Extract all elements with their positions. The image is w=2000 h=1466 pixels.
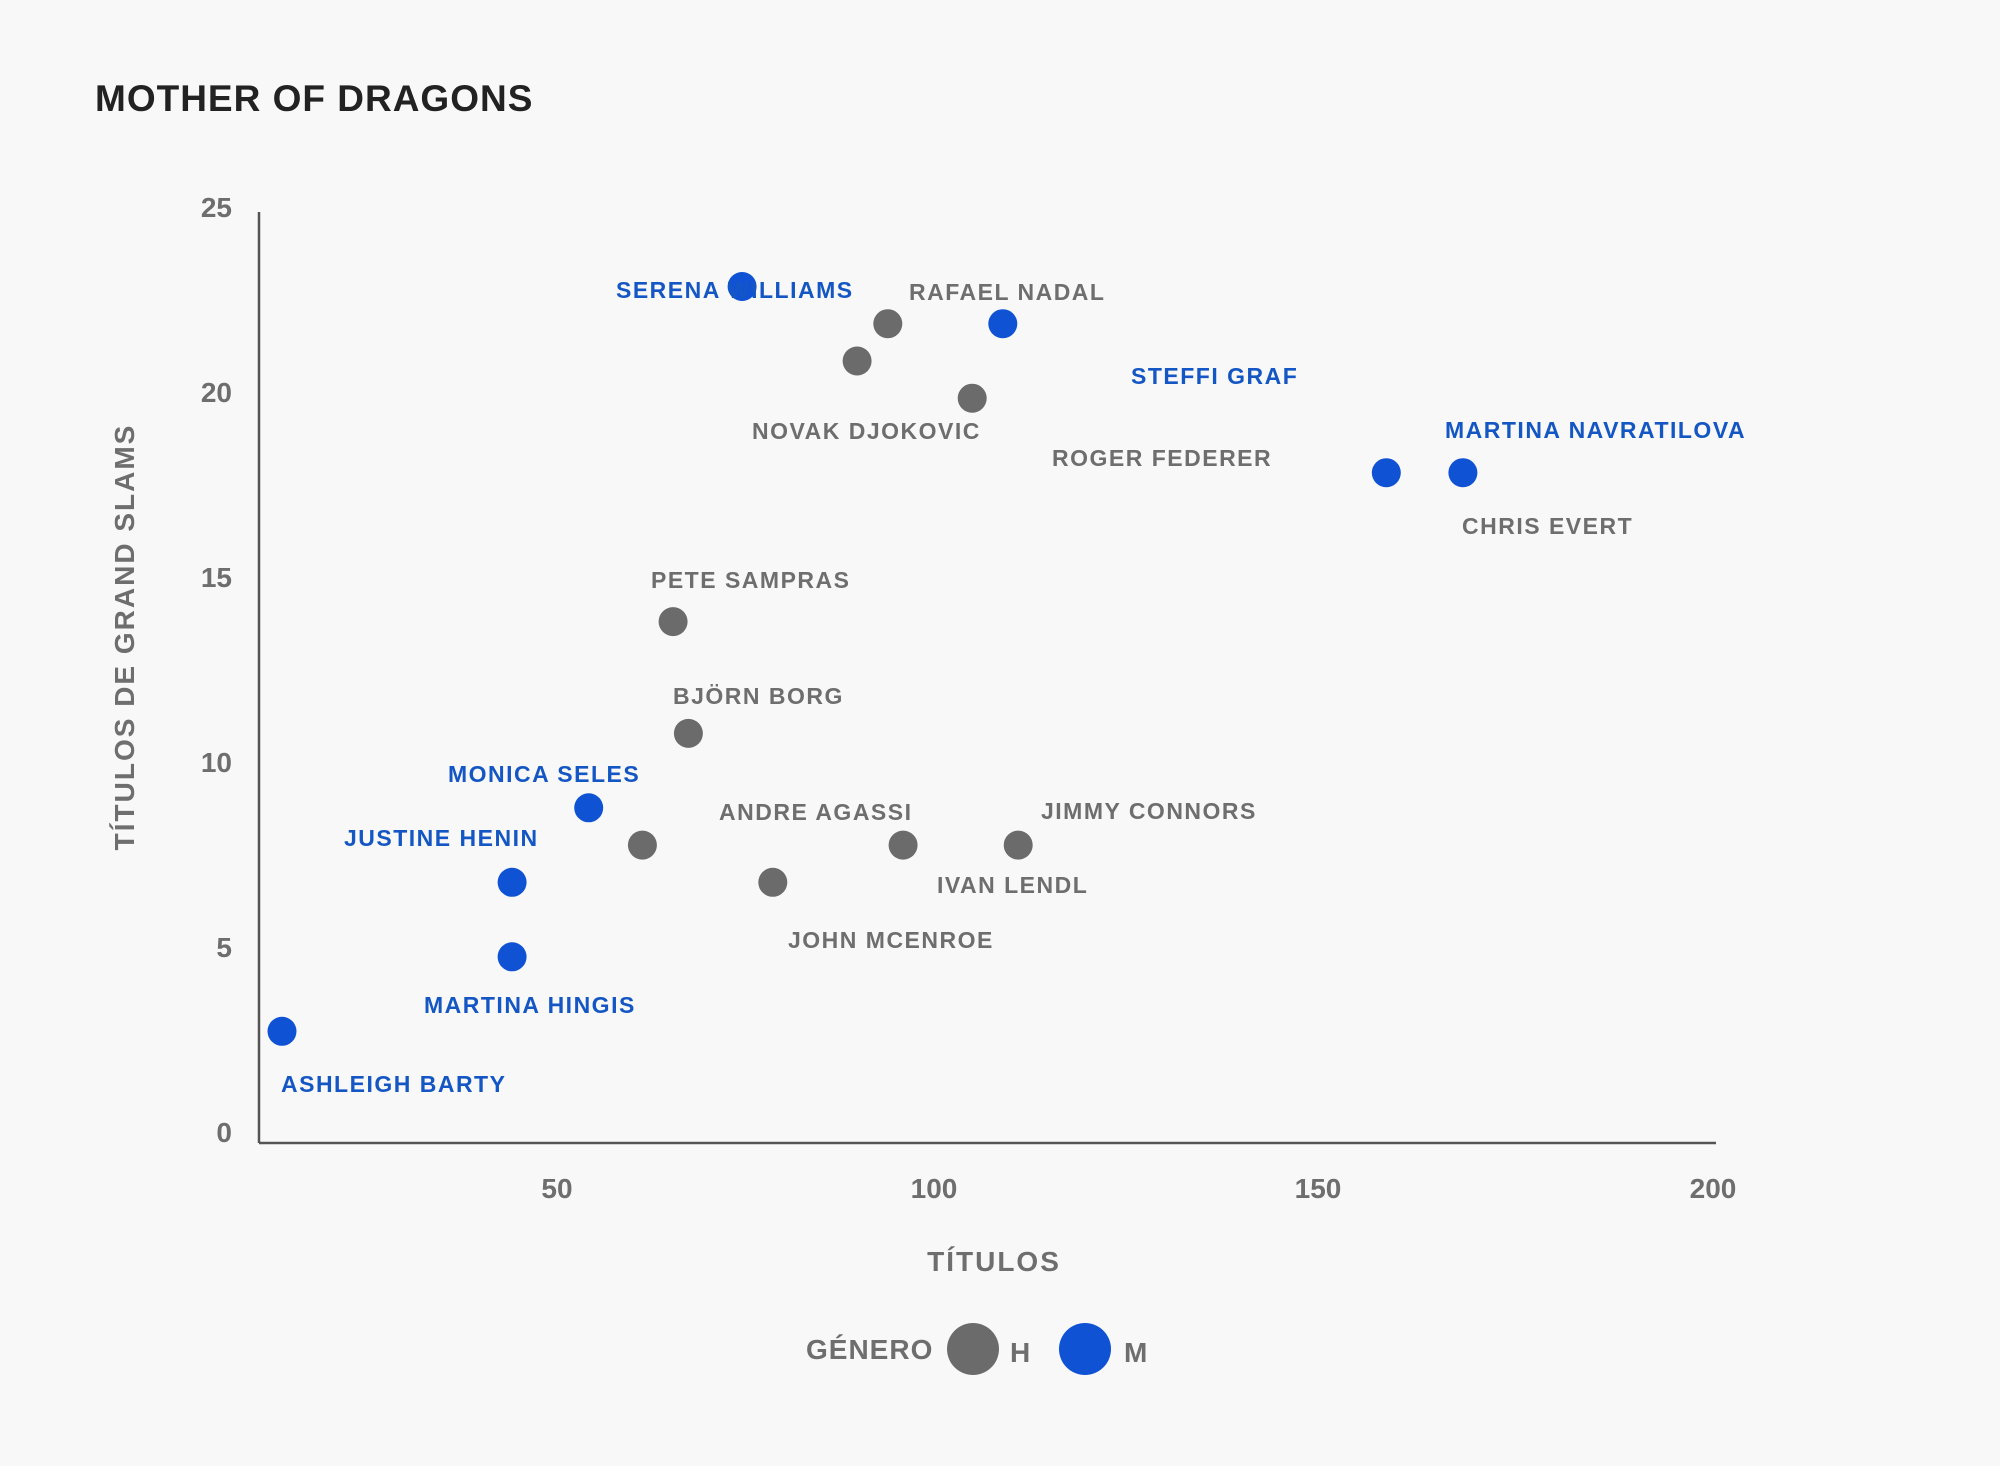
legend-swatch-m xyxy=(1059,1323,1111,1375)
y-axis-title: TÍTULOS DE GRAND SLAMS xyxy=(109,424,140,851)
legend-label-m: M xyxy=(1124,1337,1148,1368)
legend: GÉNERO H M xyxy=(806,1323,1148,1375)
x-tick-label: 150 xyxy=(1295,1173,1342,1204)
point-label: RAFAEL NADAL xyxy=(909,279,1105,305)
x-tick-label: 100 xyxy=(911,1173,958,1204)
y-tick-labels: 0 5 10 15 20 25 xyxy=(201,192,232,1148)
point-label: MONICA SELES xyxy=(448,761,640,787)
y-tick-label: 10 xyxy=(201,747,232,778)
point-label: ROGER FEDERER xyxy=(1052,445,1272,471)
chart-title: MOTHER OF DRAGONS xyxy=(95,78,533,119)
y-tick-label: 20 xyxy=(201,377,232,408)
point-label: SERENA WILLIAMS xyxy=(616,277,854,303)
data-point xyxy=(574,793,604,823)
x-tick-label: 50 xyxy=(541,1173,572,1204)
legend-title: GÉNERO xyxy=(806,1334,933,1365)
data-point xyxy=(873,309,903,339)
legend-label-h: H xyxy=(1010,1337,1031,1368)
x-axis-title: TÍTULOS xyxy=(927,1246,1061,1277)
data-point xyxy=(658,607,688,637)
point-label: PETE SAMPRAS xyxy=(651,567,850,593)
point-label: MARTINA NAVRATILOVA xyxy=(1445,417,1746,443)
point-label: MARTINA HINGIS xyxy=(424,992,636,1018)
point-label: BJÖRN BORG xyxy=(673,683,844,709)
y-tick-label: 15 xyxy=(201,562,232,593)
data-point xyxy=(727,272,757,301)
y-tick-label: 5 xyxy=(216,932,232,963)
point-labels: SERENA WILLIAMS RAFAEL NADAL NOVAK DJOKO… xyxy=(281,277,1746,1097)
y-tick-label: 0 xyxy=(216,1117,232,1148)
data-point xyxy=(627,830,657,860)
data-point xyxy=(842,346,872,376)
data-point xyxy=(888,830,918,860)
data-point xyxy=(673,718,703,748)
data-point xyxy=(1003,830,1033,860)
legend-swatch-h xyxy=(947,1323,999,1375)
y-tick-label: 25 xyxy=(201,192,232,223)
data-point xyxy=(1371,458,1401,488)
point-label: STEFFI GRAF xyxy=(1131,363,1298,389)
point-label: IVAN LENDL xyxy=(937,872,1088,898)
data-point xyxy=(497,942,527,972)
point-label: CHRIS EVERT xyxy=(1462,513,1633,539)
point-label: ASHLEIGH BARTY xyxy=(281,1071,506,1097)
data-point xyxy=(957,383,987,413)
point-label: JUSTINE HENIN xyxy=(344,825,539,851)
x-tick-labels: 50 100 150 200 xyxy=(541,1173,1736,1204)
point-label: NOVAK DJOKOVIC xyxy=(752,418,981,444)
point-label: JOHN MCENROE xyxy=(788,927,994,953)
data-point xyxy=(497,867,527,897)
point-label: ANDRE AGASSI xyxy=(719,799,913,825)
data-point xyxy=(267,1016,297,1046)
data-point xyxy=(1448,458,1478,488)
x-tick-label: 200 xyxy=(1690,1173,1737,1204)
data-point xyxy=(758,867,788,897)
data-points xyxy=(267,272,1478,1046)
data-point xyxy=(988,309,1018,339)
point-label: JIMMY CONNORS xyxy=(1041,798,1257,824)
